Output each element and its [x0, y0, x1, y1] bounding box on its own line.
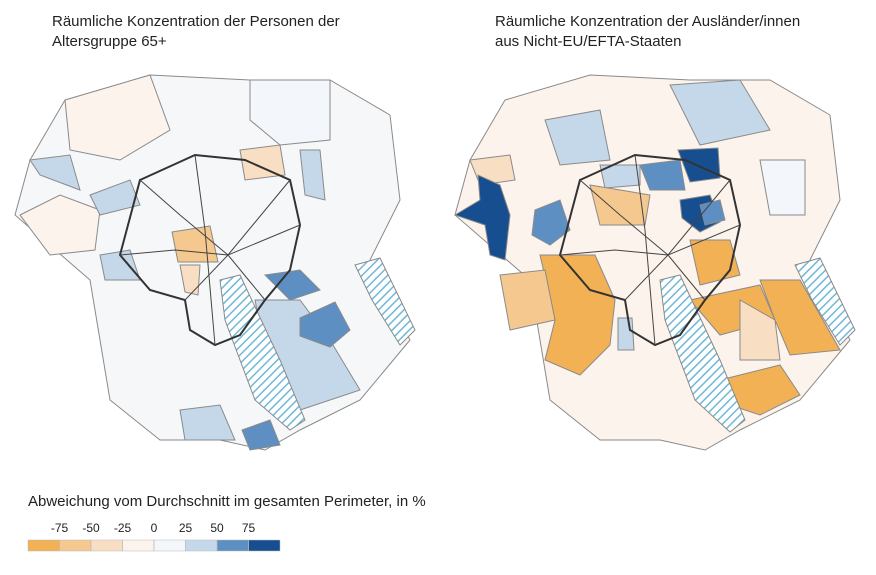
legend-swatch — [248, 539, 281, 552]
legend: -75 -50 -25 0 25 50 75 — [27, 521, 281, 552]
legend-tick-label: 75 — [242, 521, 256, 535]
legend-tick-label: -25 — [114, 521, 132, 535]
map-title: Altersgruppe 65+ — [52, 33, 167, 50]
map-title: Räumliche Konzentration der Personen der — [52, 13, 340, 30]
legend-swatch — [90, 539, 123, 552]
map-title: aus Nicht-EU/EFTA-Staaten — [495, 33, 681, 50]
legend-swatch — [185, 539, 218, 552]
legend-swatch — [216, 539, 249, 552]
legend-tick-label: 25 — [179, 521, 193, 535]
legend-swatch — [59, 539, 92, 552]
legend-tick-label: 50 — [210, 521, 224, 535]
legend-swatch — [27, 539, 60, 552]
legend-swatch — [153, 539, 186, 552]
map-right — [453, 74, 856, 451]
legend-title: Abweichung vom Durchschnitt im gesamten … — [28, 493, 426, 510]
legend-tick-label: 0 — [151, 521, 158, 535]
legend-tick-label: -75 — [51, 521, 69, 535]
legend-swatch — [122, 539, 155, 552]
map-title: Räumliche Konzentration der Ausländer/in… — [495, 13, 800, 30]
legend-tick-label: -50 — [82, 521, 100, 535]
map-left — [14, 74, 416, 451]
